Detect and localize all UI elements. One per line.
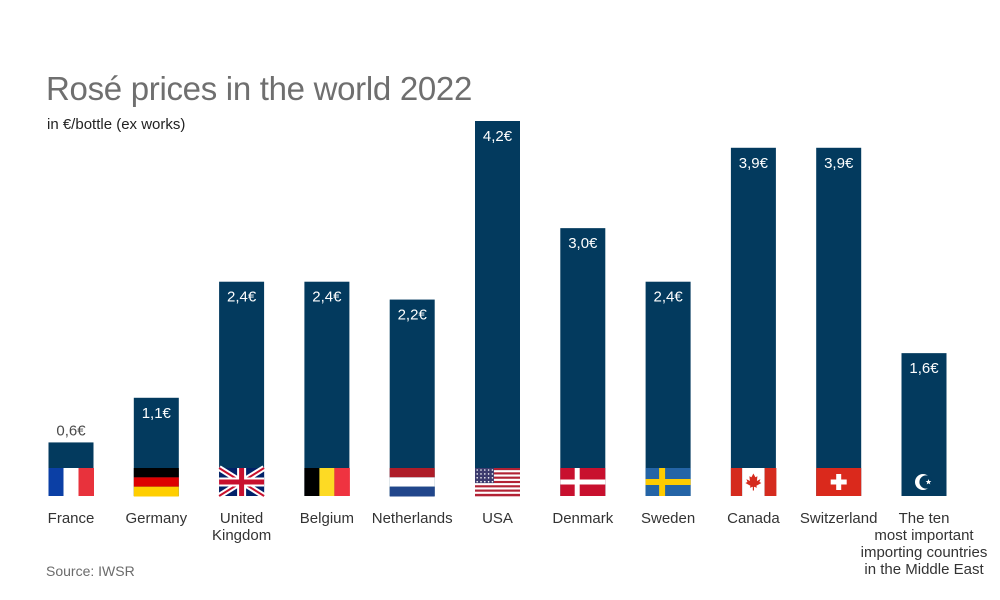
bar-9 [816,147,862,497]
value-label: 2,4€ [227,289,257,306]
category-label: Netherlands [372,510,453,527]
chart-title: Rosé prices in the world 2022 [46,70,473,107]
value-label: 4,2€ [483,128,513,145]
chart-subtitle: in €/bottle (ex works) [47,116,186,133]
category-label: Canada [727,510,780,527]
bar-2 [219,281,265,496]
flag-belgium [304,468,350,496]
value-label: 3,9€ [739,155,769,172]
bar-4 [389,299,435,496]
category-label: Belgium [300,510,354,527]
category-label: Sweden [641,510,695,527]
category-label: United Kingdom [212,510,271,544]
value-label: 1,6€ [909,360,939,377]
value-label: 2,4€ [312,289,342,306]
flag-usa [475,468,520,497]
bar-7 [645,281,691,496]
flag-canada [730,468,777,496]
flag-germany [133,468,179,497]
value-label: 3,9€ [824,155,854,172]
bar-8 [730,147,776,497]
bar-10 [901,353,947,496]
flag-netherlands [389,468,435,497]
source-note: Source: IWSR [46,563,135,579]
flag-switzerland [816,468,862,496]
value-label: 0,6€ [56,422,86,439]
flag-france [48,468,94,496]
bar-5 [475,121,520,496]
category-label: The ten most important importing countries… [861,510,988,578]
flag-sweden [645,468,691,496]
bar-3 [304,281,350,496]
value-label: 2,4€ [653,289,683,306]
category-label: Denmark [552,510,613,527]
category-label: France [48,510,95,527]
value-label: 2,2€ [398,307,428,324]
value-label: 3,0€ [568,235,598,252]
flag-uk [217,465,266,499]
category-label: Germany [125,510,187,527]
value-label: 1,1€ [142,405,172,422]
category-label: USA [482,510,513,527]
category-label: Switzerland [800,510,878,527]
crescent-star-icon [915,474,933,490]
flag-denmark [560,468,606,496]
bar-6 [560,228,606,496]
